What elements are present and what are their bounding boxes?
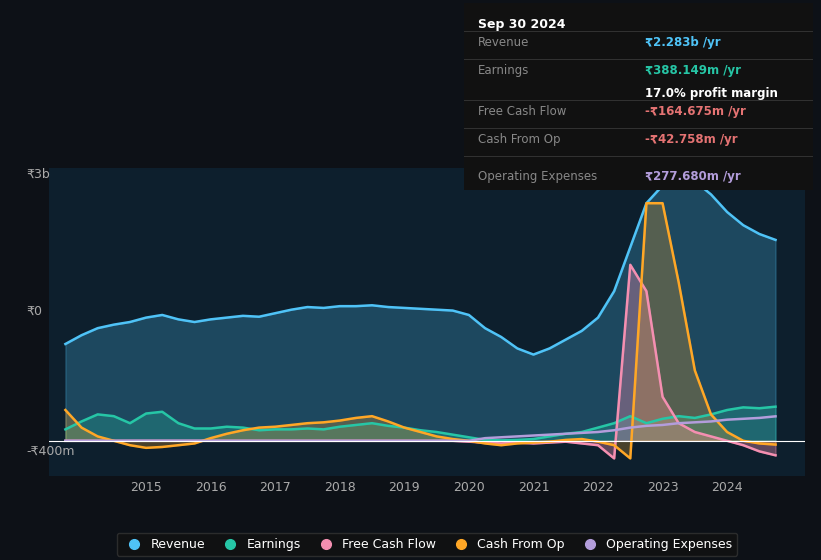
Text: Cash From Op: Cash From Op	[478, 133, 560, 146]
Text: -₹400m: -₹400m	[26, 445, 75, 458]
Text: -₹42.758m /yr: -₹42.758m /yr	[645, 133, 738, 146]
Text: Operating Expenses: Operating Expenses	[478, 170, 597, 183]
Text: ₹277.680m /yr: ₹277.680m /yr	[645, 170, 741, 183]
Text: Revenue: Revenue	[478, 36, 530, 49]
Text: ₹0: ₹0	[26, 305, 43, 318]
Text: -₹164.675m /yr: -₹164.675m /yr	[645, 105, 746, 118]
Text: ₹2.283b /yr: ₹2.283b /yr	[645, 36, 721, 49]
Text: ₹3b: ₹3b	[26, 168, 50, 181]
Text: Earnings: Earnings	[478, 64, 530, 77]
Text: ₹388.149m /yr: ₹388.149m /yr	[645, 64, 741, 77]
Text: Sep 30 2024: Sep 30 2024	[478, 18, 566, 31]
Legend: Revenue, Earnings, Free Cash Flow, Cash From Op, Operating Expenses: Revenue, Earnings, Free Cash Flow, Cash …	[117, 533, 737, 556]
Text: Free Cash Flow: Free Cash Flow	[478, 105, 566, 118]
Text: 17.0% profit margin: 17.0% profit margin	[645, 87, 778, 100]
